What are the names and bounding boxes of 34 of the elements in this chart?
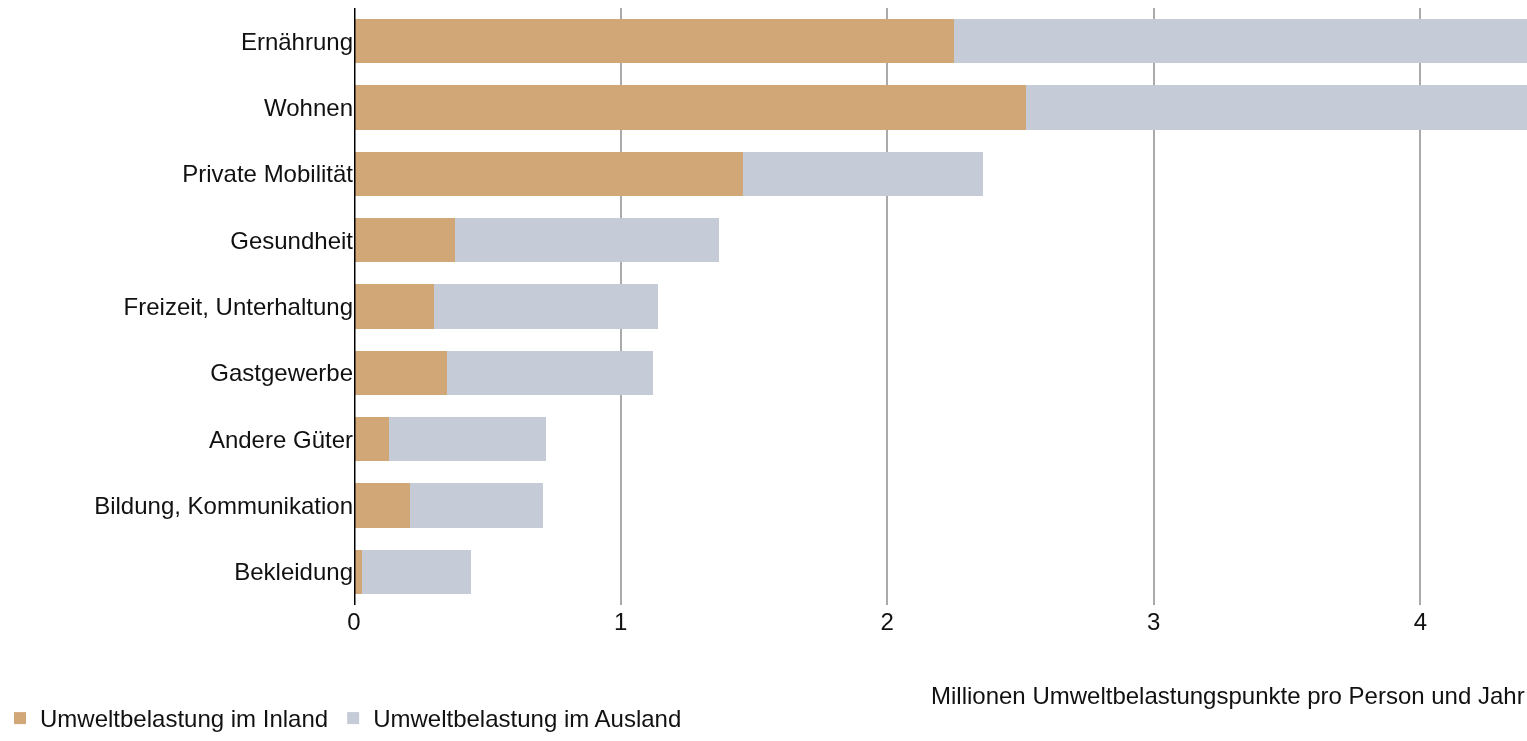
x-axis-title: Millionen Umweltbelastungspunkte pro Person und Jahr [931,682,1525,709]
bar [354,151,744,197]
y-tick-label: Freizeit, Unterhaltung [123,292,353,320]
y-tick-label: Gesundheit [230,226,354,254]
y-tick-label: Andere Güter [208,425,353,453]
bar [354,416,389,462]
bar [354,85,1026,130]
bar [743,151,984,197]
bar [1025,85,1527,130]
y-tick-label: Gastgewerbe [210,359,353,387]
bar [455,217,720,263]
x-tick-label: 0 [347,608,361,635]
x-tick-label: 2 [880,608,894,635]
bar [354,18,954,64]
bar [447,350,653,396]
y-tick-label: Private Mobilität [182,160,354,188]
bar [354,217,456,263]
bar [953,18,1527,64]
bar [433,284,658,329]
y-tick-label: Wohnen [264,93,353,121]
bar [354,483,410,528]
y-tick-label: Ernährung [240,27,353,55]
legend-label: Umweltbelastung im Inland [40,705,329,733]
x-tick-label: 4 [1413,608,1428,635]
bar [362,549,472,595]
x-tick-label: 1 [613,608,628,635]
bar [388,416,546,462]
y-tick-label: Bekleidung [234,558,353,586]
bar [354,284,434,329]
bar [354,350,448,396]
y-tick-label: Bildung, Kommunikation [94,491,353,519]
legend-label: Umweltbelastung im Ausland [373,705,682,733]
x-tick-label: 3 [1147,608,1161,635]
bar [409,483,544,528]
